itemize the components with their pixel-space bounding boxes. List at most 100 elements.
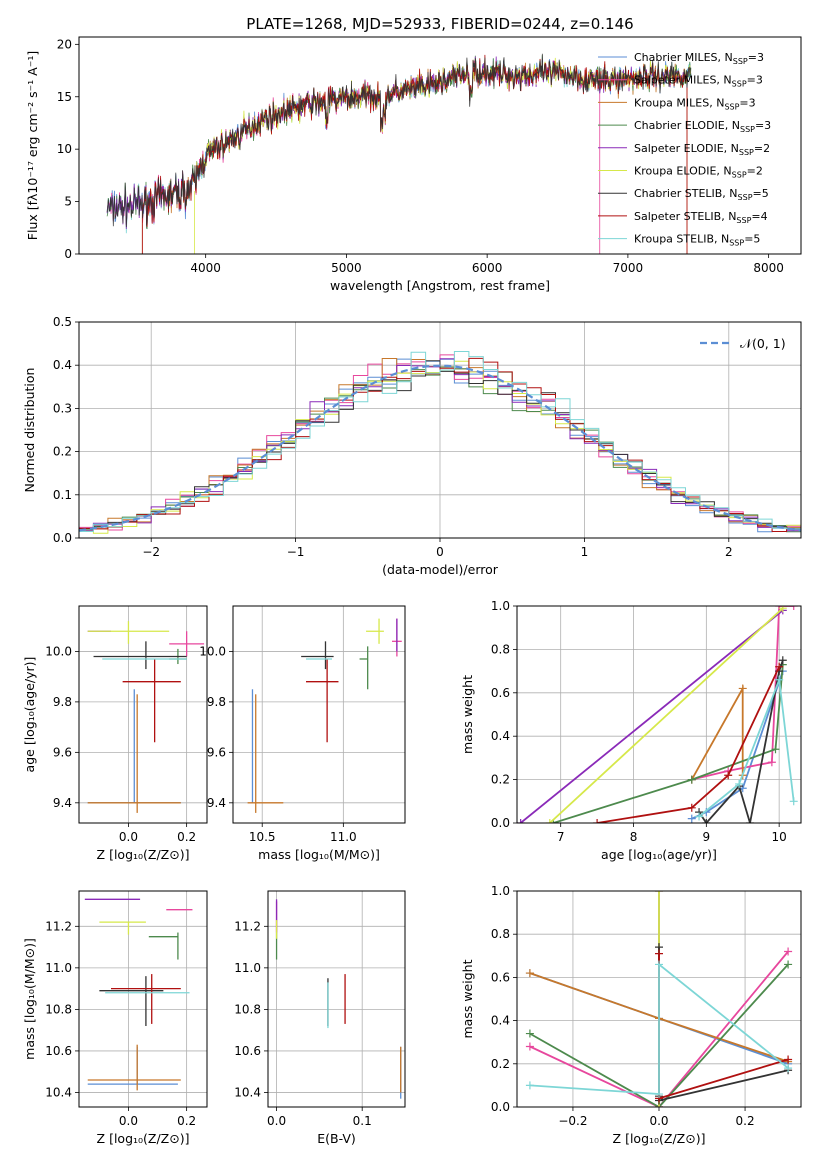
y-tick-label: 0.2 [491, 1057, 510, 1071]
weight-line [553, 664, 784, 823]
y-tick-label: 10 [57, 142, 72, 156]
x-tick-label: 6000 [472, 261, 503, 275]
weight-marker [784, 1055, 793, 1064]
panel-spectrum: 4000 5000 6000 7000 8000 0 5 10 15 20 wavelength [… [25, 36, 802, 293]
weight-marker [702, 819, 711, 823]
axes-frame [78, 605, 208, 824]
y-tick-label: 10.8 [45, 1002, 72, 1016]
errorbars [87, 621, 205, 813]
weight-marker [784, 947, 793, 956]
spectrum-line [106, 53, 692, 228]
legend-entry: Chabrier MILES, NSSP=3 [634, 51, 764, 66]
x-tick-label: −2 [142, 545, 160, 559]
weight-lines [525, 891, 793, 1107]
x-tick-label: 0.1 [353, 1114, 372, 1128]
weight-marker [687, 814, 696, 823]
x-tick-label: 8000 [753, 261, 784, 275]
x-axis-label: Z [log₁₀(Z/Z⊙)] [97, 847, 190, 862]
panel-weight-vs-z: −0.2 0.0 0.2 0.0 0.2 0.4 0.6 0.8 1.0 Z [log₁₀(Z/Z… [460, 884, 802, 1146]
y-tick-label: 10.0 [45, 644, 72, 658]
weight-marker [525, 1029, 534, 1038]
axes-frame [516, 605, 802, 824]
x-tick-label: 8 [630, 830, 638, 844]
y-tick-label: 9.6 [53, 745, 72, 759]
y-tick-label: 10.8 [234, 1002, 261, 1016]
weight-marker [687, 775, 696, 784]
weight-marker [746, 819, 755, 823]
x-axis-label: (data-model)/error [382, 562, 499, 577]
y-tick-label: 0.2 [53, 445, 72, 459]
histogram-steps [79, 351, 801, 533]
y-tick-label: 10.6 [45, 1044, 72, 1058]
figure-title: PLATE=1268, MJD=52933, FIBERID=0244, z=0… [246, 15, 633, 33]
weight-line [520, 609, 784, 823]
x-tick-label: 4000 [190, 261, 221, 275]
y-tick-label: 0.4 [491, 729, 510, 743]
axes-frame [78, 890, 208, 1108]
x-tick-label: 0 [436, 545, 444, 559]
x-tick-label: 2 [725, 545, 733, 559]
weight-marker [735, 779, 744, 788]
legend-entry: Kroupa ELODIE, NSSP=2 [634, 165, 763, 180]
y-axis-label: Normed distribution [22, 368, 37, 493]
weight-marker [525, 1081, 534, 1090]
x-tick-label: 0.2 [177, 830, 196, 844]
x-tick-label: 5000 [331, 261, 362, 275]
axes-frame [267, 890, 406, 1108]
y-tick-label: 9.4 [53, 796, 72, 810]
weight-line [596, 666, 781, 823]
legend-entry: Salpeter STELIB, NSSP=4 [634, 210, 768, 225]
histograms [79, 351, 801, 535]
weight-lines [517, 606, 798, 823]
y-tick-label: 0.8 [491, 927, 510, 941]
x-tick-label: 7 [557, 830, 565, 844]
weight-marker [695, 812, 704, 821]
weight-marker [655, 949, 663, 958]
y-tick-label: 10.4 [45, 1085, 72, 1099]
x-tick-label: 11.0 [330, 830, 357, 844]
weight-marker [655, 1090, 663, 1099]
axes-frame [78, 36, 802, 255]
weight-marker [655, 891, 663, 895]
axes-frame [232, 605, 406, 824]
y-tick-label: 11.2 [234, 919, 261, 933]
spectrum-lines [106, 53, 692, 254]
weight-marker [789, 606, 798, 610]
x-axis-label: mass [log₁₀(M/M⊙)] [258, 847, 380, 862]
weight-marker [778, 606, 787, 613]
weight-marker [545, 819, 554, 823]
y-tick-label: 5 [64, 195, 72, 209]
legend: Chabrier MILES, NSSP=3 Salpeter MILES, NS… [598, 51, 771, 248]
legend-entry: Salpeter MILES, NSSP=3 [634, 74, 763, 89]
y-tick-label: 9.4 [207, 796, 226, 810]
x-tick-label: 0.0 [119, 830, 138, 844]
weight-line [529, 950, 789, 1107]
y-axis-label: age [log₁₀(age/yr)] [22, 657, 37, 773]
x-tick-label: 0.2 [736, 1114, 755, 1128]
y-tick-label: 10.4 [234, 1085, 261, 1099]
weight-marker [789, 797, 798, 806]
weight-marker [517, 819, 525, 823]
weight-line [529, 963, 789, 1107]
y-tick-label: 11.0 [45, 961, 72, 975]
x-tick-label: 0.2 [177, 1114, 196, 1128]
x-tick-label: 10.5 [249, 830, 276, 844]
axes-frame [516, 890, 802, 1108]
weight-marker [724, 771, 733, 780]
legend-entry: Kroupa MILES, NSSP=3 [634, 96, 756, 111]
weight-marker [775, 675, 784, 684]
x-tick-label: 0.0 [649, 1114, 668, 1128]
y-tick-label: 0.2 [491, 773, 510, 787]
legend-entry: Chabrier ELODIE, NSSP=3 [634, 119, 771, 134]
y-tick-label: 0.5 [53, 315, 72, 329]
x-tick-label: 7000 [613, 261, 644, 275]
weight-marker [784, 960, 793, 969]
y-axis-label: mass weight [460, 675, 475, 754]
weight-marker [784, 1064, 793, 1073]
weight-marker [525, 1042, 534, 1051]
weight-marker [738, 684, 747, 693]
weight-marker [655, 960, 663, 969]
x-axis-label: Z [log₁₀(Z/Z⊙)] [613, 1131, 706, 1146]
panel-age-vs-mass: 10.5 11.0 9.4 9.6 9.8 10.0 mass [log₁₀(M/M⊙)] [199, 605, 406, 862]
